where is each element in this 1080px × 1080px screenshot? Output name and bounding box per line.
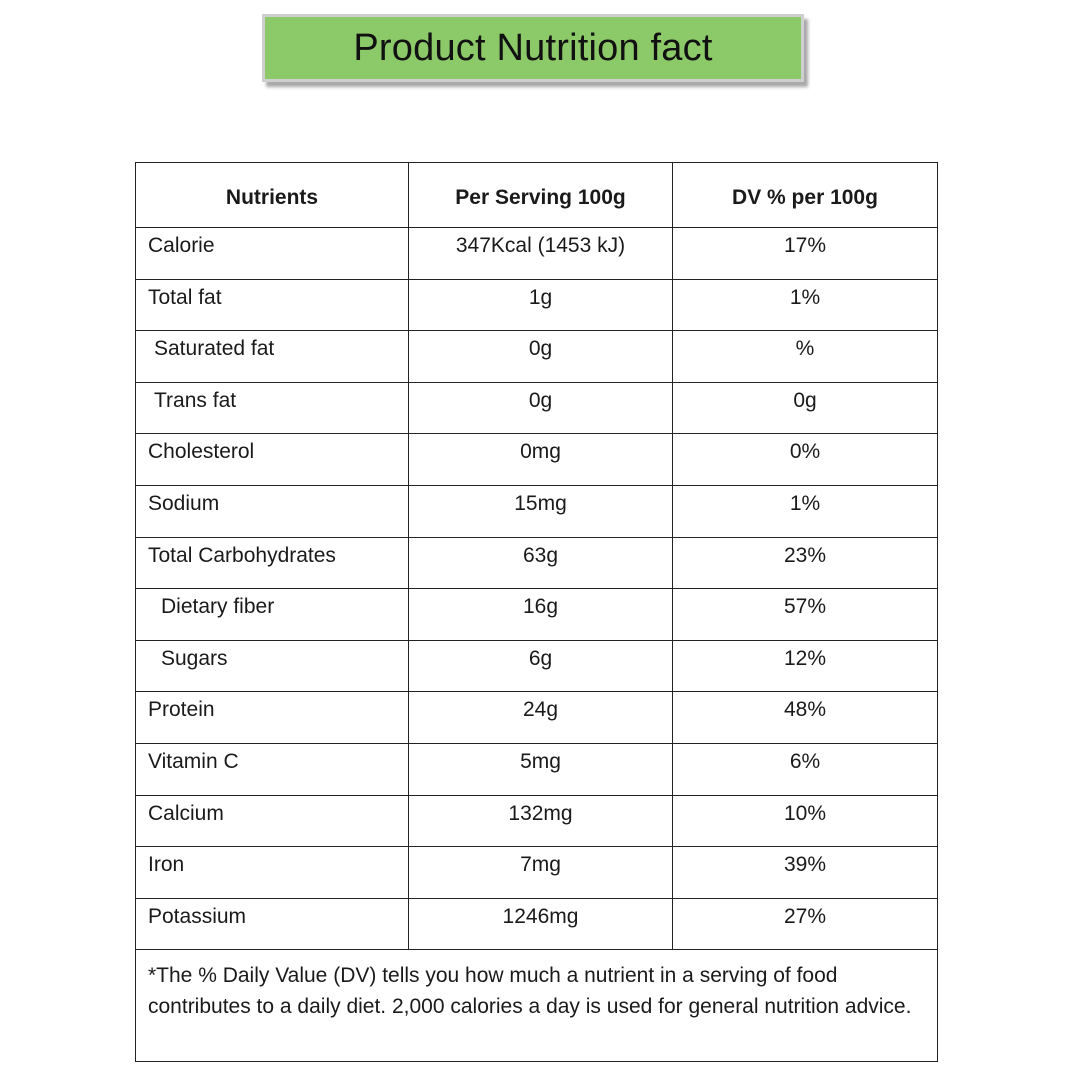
table-row: Sugars 6g 12% [135, 639, 938, 693]
per-serving-value: 5mg [408, 742, 673, 796]
nutrient-name: Trans fat [135, 381, 409, 435]
table-row: Calorie 347Kcal (1453 kJ) 17% [135, 227, 938, 280]
per-serving-value: 16g [408, 588, 673, 641]
page-title: Product Nutrition fact [353, 26, 713, 69]
header-nutrients: Nutrients [135, 162, 409, 228]
nutrient-name: Cholesterol [135, 433, 409, 486]
per-serving-value: 1g [408, 278, 673, 332]
table-row: Sodium 15mg 1% [135, 484, 938, 538]
nutrient-name: Potassium [135, 897, 409, 951]
nutrient-name: Sodium [135, 484, 409, 538]
table-row: Potassium 1246mg 27% [135, 897, 938, 951]
nutrient-name: Saturated fat [135, 330, 409, 383]
dv-percent-value: 23% [672, 536, 938, 590]
table-row: Total Carbohydrates 63g 23% [135, 536, 938, 590]
table-row: Calcium 132mg 10% [135, 794, 938, 848]
dv-percent-value: 39% [672, 846, 938, 899]
per-serving-value: 7mg [408, 846, 673, 899]
dv-percent-value: 17% [672, 227, 938, 280]
table-row: Iron 7mg 39% [135, 846, 938, 899]
per-serving-value: 347Kcal (1453 kJ) [408, 227, 673, 280]
dv-percent-value: 0g [672, 381, 938, 435]
table-row: Protein 24g 48% [135, 691, 938, 744]
footnote-row: *The % Daily Value (DV) tells you how mu… [135, 949, 938, 1063]
dv-percent-value: 57% [672, 588, 938, 641]
nutrient-name: Total fat [135, 278, 409, 332]
dv-percent-value: 10% [672, 794, 938, 848]
nutrient-rows: Calorie 347Kcal (1453 kJ) 17% Total fat 1g 1%… [135, 227, 938, 951]
table-row: Vitamin C 5mg 6% [135, 742, 938, 796]
nutrient-name: Sugars [135, 639, 409, 693]
dv-percent-value: % [672, 330, 938, 383]
per-serving-value: 15mg [408, 484, 673, 538]
per-serving-value: 24g [408, 691, 673, 744]
table-row: Trans fat 0g 0g [135, 381, 938, 435]
nutrient-name: Dietary fiber [135, 588, 409, 641]
dv-percent-value: 0% [672, 433, 938, 486]
per-serving-value: 0g [408, 330, 673, 383]
table-row: Total fat 1g 1% [135, 278, 938, 332]
nutrient-name: Calcium [135, 794, 409, 848]
dv-percent-value: 1% [672, 484, 938, 538]
dv-percent-value: 6% [672, 742, 938, 796]
table-row: Saturated fat 0g% [135, 330, 938, 383]
per-serving-value: 1246mg [408, 897, 673, 951]
per-serving-value: 0mg [408, 433, 673, 486]
table-row: Cholesterol 0mg 0% [135, 433, 938, 486]
per-serving-value: 6g [408, 639, 673, 693]
table-header-row: Nutrients Per Serving 100g DV % per 100g [135, 162, 938, 228]
footnote-text: *The % Daily Value (DV) tells you how mu… [135, 949, 938, 1063]
nutrition-table: Nutrients Per Serving 100g DV % per 100g… [135, 162, 938, 1063]
per-serving-value: 63g [408, 536, 673, 590]
per-serving-value: 132mg [408, 794, 673, 848]
dv-percent-value: 1% [672, 278, 938, 332]
nutrition-table-container: Nutrients Per Serving 100g DV % per 100g… [135, 162, 938, 1063]
dv-percent-value: 27% [672, 897, 938, 951]
title-banner: Product Nutrition fact [262, 14, 804, 82]
per-serving-value: 0g [408, 381, 673, 435]
nutrient-name: Iron [135, 846, 409, 899]
table-row: Dietary fiber 16g 57% [135, 588, 938, 641]
nutrient-name: Vitamin C [135, 742, 409, 796]
dv-percent-value: 12% [672, 639, 938, 693]
nutrient-name: Calorie [135, 227, 409, 280]
dv-percent-value: 48% [672, 691, 938, 744]
nutrient-name: Protein [135, 691, 409, 744]
nutrient-name: Total Carbohydrates [135, 536, 409, 590]
header-per-serving: Per Serving 100g [408, 162, 673, 228]
header-dv-percent: DV % per 100g [672, 162, 938, 228]
